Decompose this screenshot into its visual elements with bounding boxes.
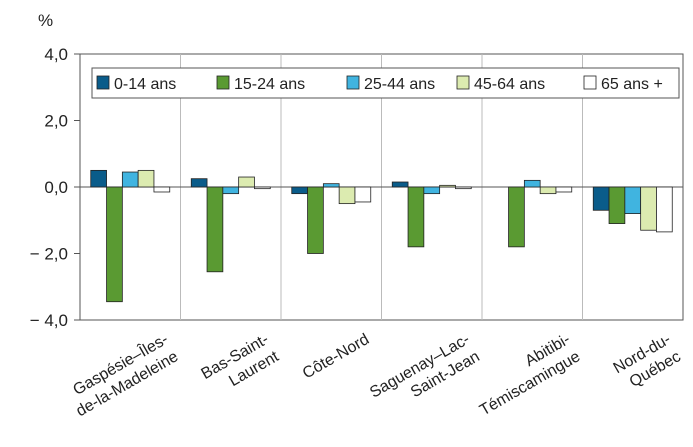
bar [523,179,541,188]
bar [539,186,557,195]
axis-layer: % 4,0 2,0 0,0 − 2,0 − 4,0 [30,11,684,330]
bar [439,184,456,188]
y-tick-label: − 2,0 [30,245,68,264]
bar [338,186,356,205]
bar [238,176,255,188]
legend-box [91,67,680,99]
legend-swatch [96,75,110,90]
bar [90,169,107,188]
bar [206,186,224,273]
bar [407,186,425,248]
category-label: Côte-Nord [300,331,372,383]
category-label: Saguenay–Lac-Saint-Jean [367,331,483,402]
category-label-line: Côte-Nord [300,331,372,383]
bar [291,186,308,195]
legend-swatch [583,75,597,90]
y-tick-label: 0,0 [44,178,68,197]
category-label: Gaspésie–Îles-de-la-Madeleine [69,329,181,420]
bar [322,183,340,188]
bar [508,186,525,248]
legend-label: 15-24 ans [234,76,305,93]
bar [592,186,610,211]
bar [106,186,123,303]
bar [423,186,441,195]
legend: 0-14 ans 15-24 ans 25-44 ans 45-64 ans 65 an… [91,67,680,99]
bars-layer [90,169,673,303]
bar [307,186,324,254]
bar [254,186,271,190]
legend-swatch [216,75,230,90]
bar [624,186,642,215]
bar [455,186,472,190]
y-tick-label: 2,0 [44,112,68,131]
y-tick-label: − 4,0 [30,311,68,330]
bar [222,186,240,195]
category-label: Bas-Saint-Laurent [199,331,283,390]
bar [656,186,673,233]
y-tick-label: 4,0 [44,45,68,64]
bar [391,181,409,188]
legend-label: 65 ans + [601,76,663,93]
bar [608,186,626,224]
legend-label: 25-44 ans [364,76,435,93]
legend-swatch [346,75,360,90]
legend-swatch [456,75,470,90]
bar [137,169,155,188]
category-label: Nord-du-Québec [611,331,684,391]
bar [354,186,372,203]
category-label: Abitibi-Témiscamingue [477,331,583,420]
bar [153,186,171,193]
legend-label: 0-14 ans [114,76,176,93]
bar [121,171,139,188]
y-axis-unit: % [38,11,53,30]
legend-label: 45-64 ans [474,76,545,93]
bar [640,186,657,231]
bar [555,186,573,193]
category-labels: Gaspésie–Îles-de-la-Madeleine Bas-Saint-L… [69,329,684,420]
bar [190,178,208,188]
